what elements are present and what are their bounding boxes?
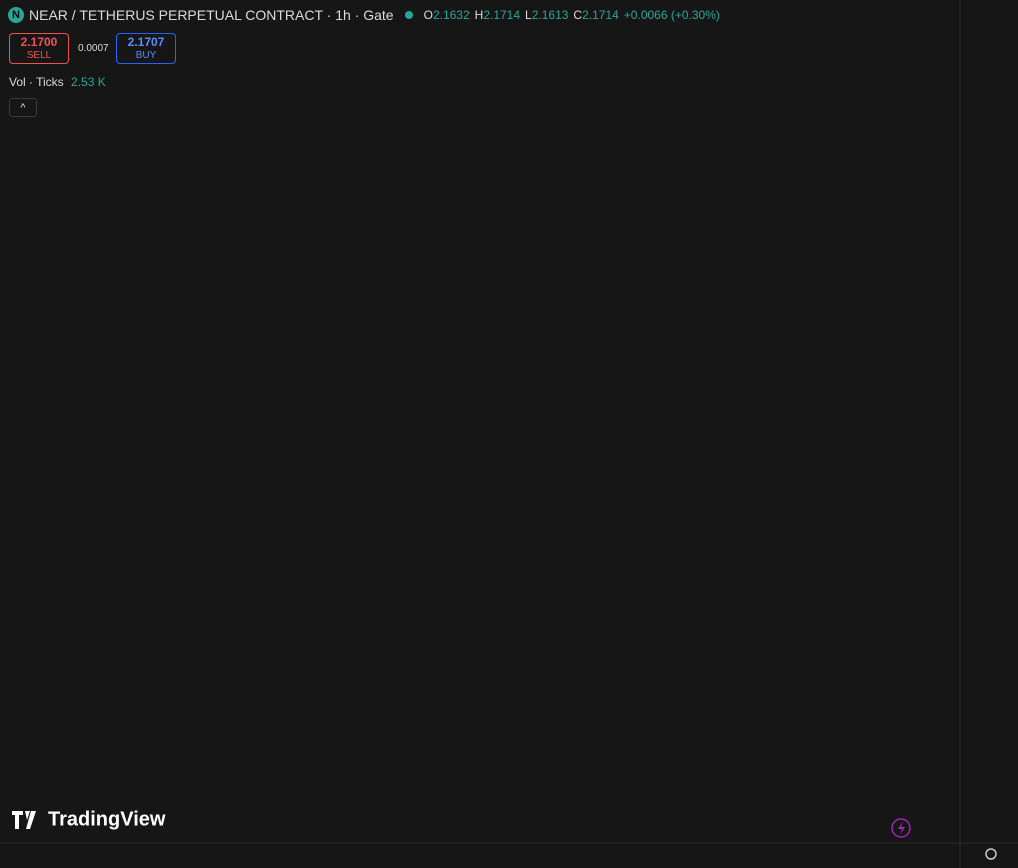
volume-legend-label: Vol · Ticks [9,75,64,89]
collapse-button[interactable]: ^ [9,98,37,117]
header: N NEAR / TETHERUS PERPETUAL CONTRACT · 1… [8,7,720,23]
spread: 0.0007 [78,43,109,54]
buy-price: 2.1707 [127,35,165,49]
logo-icon [12,811,36,829]
tradingview-logo: TradingView [12,808,166,830]
symbol-icon: N [8,7,24,23]
change: +0.0066 (+0.30%) [623,8,720,22]
settings-icon[interactable] [985,848,997,860]
volume-legend: Vol · Ticks 2.53 K [9,75,106,89]
ohlc-label: H [474,8,484,22]
alert-bolt [898,821,905,835]
alert-icon[interactable] [891,818,911,838]
buy-button[interactable]: 2.1707 BUY [116,33,176,64]
ohlc-value: 2.1714 [483,8,521,22]
logo-text: TradingView [48,808,166,830]
ohlc-label: O [423,8,433,22]
sell-price: 2.1700 [20,35,58,49]
sell-button[interactable]: 2.1700 SELL [9,33,69,64]
ohlc-value: 2.1632 [432,8,470,22]
sell-label: SELL [26,50,52,61]
ohlc-label: L [525,8,532,22]
ohlc-label: C [573,8,583,22]
volume-legend-value: 2.53 K [71,75,106,89]
ohlc-value: 2.1613 [531,8,569,22]
buy-label: BUY [135,50,157,61]
ohlc-value: 2.1714 [582,8,619,22]
status-dot [404,11,413,19]
symbol-title: NEAR / TETHERUS PERPETUAL CONTRACT · 1h … [29,7,394,23]
